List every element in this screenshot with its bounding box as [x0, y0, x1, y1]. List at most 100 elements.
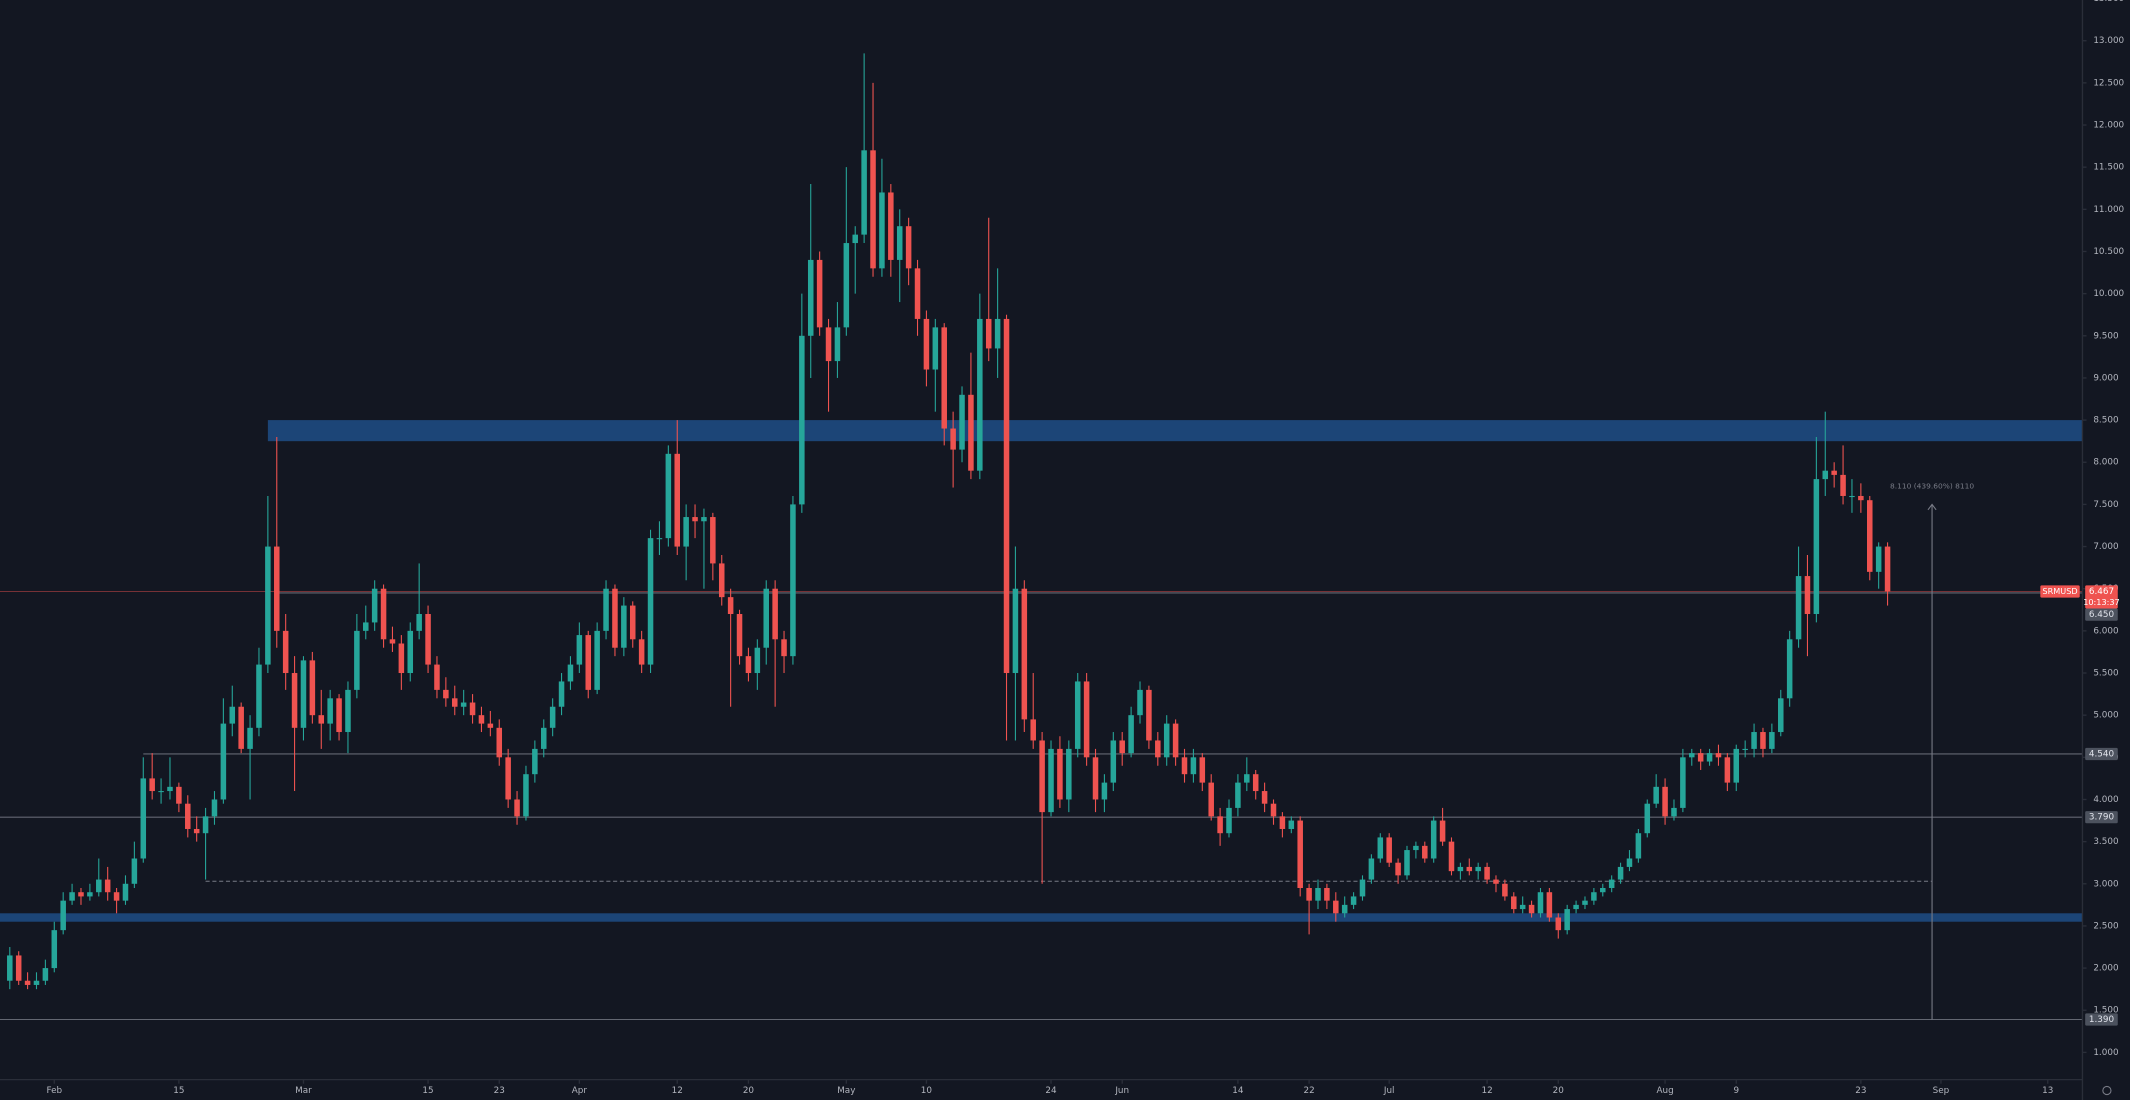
- x-tick-label: 20: [743, 1086, 755, 1096]
- x-tick-label: 20: [1553, 1086, 1565, 1096]
- candle-body: [1199, 757, 1206, 783]
- candle-body: [1163, 723, 1170, 758]
- level-tag: [2085, 811, 2118, 824]
- candle-body: [1359, 879, 1366, 897]
- y-tick-label: 8.500: [2093, 416, 2119, 426]
- candle-body: [140, 778, 147, 859]
- candle-body: [416, 614, 422, 631]
- candle-body: [1012, 588, 1019, 674]
- candle-body: [1724, 757, 1731, 783]
- candle-body: [460, 702, 467, 707]
- candle-body: [540, 727, 547, 749]
- candle-body: [1822, 470, 1829, 480]
- candle-body: [1368, 858, 1375, 880]
- candle-body: [656, 538, 663, 540]
- candle-body: [371, 588, 378, 623]
- x-tick-label: 12: [672, 1086, 683, 1096]
- y-tick-label: 3.500: [2093, 837, 2119, 847]
- candle-body: [612, 588, 618, 648]
- candle-body: [825, 327, 832, 362]
- y-tick-label: 13.000: [2093, 36, 2124, 46]
- candle-body: [1706, 753, 1713, 762]
- candle-body: [1671, 807, 1677, 817]
- candle-body: [799, 335, 805, 505]
- candle-body: [193, 828, 200, 834]
- level-tag-label: 6.450: [2089, 610, 2115, 620]
- candle-body: [1466, 866, 1473, 872]
- x-tick-label: 12: [1481, 1086, 1492, 1096]
- x-tick-label: 13: [2042, 1086, 2053, 1096]
- candle-body: [1484, 866, 1490, 880]
- candle-body: [718, 563, 725, 598]
- candle-body: [674, 453, 681, 547]
- candle-body: [567, 664, 574, 682]
- x-tick-label: 23: [1855, 1086, 1866, 1096]
- y-tick-label: 12.500: [2093, 78, 2124, 88]
- candle-body: [1555, 917, 1562, 931]
- candle-body: [1066, 748, 1072, 800]
- candle-body: [1600, 888, 1606, 893]
- candle-body: [211, 799, 218, 817]
- price-countdown: 10:13:37: [2083, 597, 2120, 607]
- candle-body: [1119, 740, 1125, 754]
- candle-body: [621, 605, 627, 648]
- candle-body: [1137, 689, 1143, 716]
- candle-body: [256, 664, 262, 728]
- candle-body: [300, 660, 307, 728]
- y-tick-label: 2.500: [2093, 921, 2119, 931]
- candle-body: [1751, 732, 1757, 749]
- candle-body: [888, 192, 894, 260]
- x-tick-label: 15: [173, 1086, 184, 1096]
- level-tag: [2085, 747, 2118, 761]
- candle-body: [229, 706, 236, 724]
- level-tag-label: 4.540: [2089, 749, 2115, 759]
- candle-body: [354, 630, 360, 690]
- candle-body: [1288, 820, 1295, 829]
- candle-body: [1867, 500, 1873, 572]
- candle-body: [1448, 841, 1455, 872]
- candle-body: [879, 192, 885, 269]
- candle-body: [1057, 748, 1063, 800]
- candle-body: [478, 715, 485, 724]
- candle-body: [914, 268, 921, 319]
- candle-body: [1217, 816, 1223, 834]
- y-tick-label: 5.000: [2093, 711, 2119, 721]
- price-tag-label: 6.467: [2089, 587, 2114, 597]
- y-tick-label: 10.000: [2093, 289, 2124, 299]
- level-tag-label: 1.390: [2089, 1015, 2115, 1025]
- y-tick-label: 9.500: [2093, 331, 2119, 341]
- candle-body: [834, 327, 841, 362]
- candle-body: [1760, 732, 1766, 749]
- candle-body: [1146, 689, 1152, 741]
- candle-body: [247, 727, 253, 749]
- candle-body: [1715, 753, 1722, 758]
- candle-body: [1626, 858, 1633, 867]
- candle-body: [896, 226, 903, 260]
- measure-label: 8.110 (439.60%) 8110: [1890, 482, 1974, 491]
- candle-body: [131, 858, 138, 884]
- candle-body: [816, 259, 823, 328]
- candle-body: [149, 778, 155, 792]
- y-tick-label: 11.500: [2093, 163, 2124, 173]
- candle-body: [594, 630, 600, 690]
- candle-body: [443, 689, 449, 699]
- candle-body: [790, 504, 796, 657]
- candle-body: [1244, 774, 1250, 783]
- candle-body: [1261, 791, 1268, 804]
- candle-body: [265, 546, 271, 665]
- candle-body: [905, 226, 912, 269]
- candle-body: [309, 660, 316, 716]
- x-tick-label: 14: [1232, 1086, 1244, 1096]
- candle-body: [941, 327, 947, 429]
- candle-body: [852, 234, 858, 244]
- candle-body: [1849, 495, 1855, 498]
- candle-body: [629, 605, 636, 640]
- y-tick-label: 8.000: [2093, 458, 2119, 468]
- candle-body: [1030, 719, 1036, 741]
- y-tick-label: 13.500: [2093, 0, 2124, 4]
- x-tick-label: 23: [494, 1086, 505, 1096]
- candle-body: [1786, 639, 1793, 699]
- candle-body: [1573, 904, 1579, 910]
- candle-body: [1439, 820, 1446, 842]
